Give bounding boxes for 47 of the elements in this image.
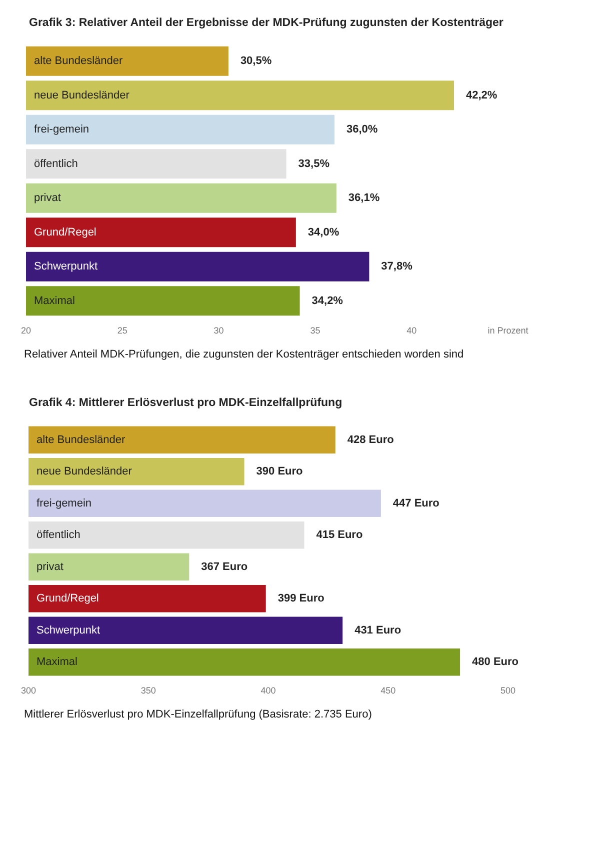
x-tick-label: 500	[500, 686, 516, 696]
y-tick-label: Maximal	[36, 656, 78, 668]
data-label: 37,8%	[381, 260, 413, 273]
x-tick-label: 450	[380, 686, 396, 696]
y-tick-label: privat	[36, 560, 64, 573]
x-tick-label: in Prozent	[488, 326, 529, 336]
data-label: 415 Euro	[316, 529, 363, 542]
x-tick-label: 40	[406, 326, 417, 336]
y-tick-label: neue Bundesländer	[34, 89, 130, 102]
data-label: 30,5%	[240, 55, 272, 68]
y-tick-label: alte Bundesländer	[36, 434, 126, 446]
x-tick-label: 350	[140, 686, 156, 696]
data-label: 431 Euro	[354, 624, 402, 636]
data-label: 36,0%	[346, 124, 378, 136]
data-label: 33,5%	[298, 158, 330, 170]
chart-title: Grafik 4: Mittlerer Erlösverlust pro MDK-Einzelfallprüfung	[29, 397, 342, 409]
y-tick-label: Maximal	[34, 294, 75, 307]
y-tick-label: frei-gemein	[36, 497, 92, 510]
data-label: 480 Euro	[472, 656, 519, 668]
text: Mittlerer Erlösverlust pro MDK-Einzelfallprüfung (Basisrate: 2.735 Euro)	[24, 708, 372, 720]
y-tick-label: Grund/Regel	[34, 226, 96, 238]
data-label: 447 Euro	[392, 497, 440, 510]
x-tick-label: 300	[20, 686, 36, 696]
data-label: 36,1%	[348, 192, 380, 204]
x-tick-label: 400	[260, 686, 276, 696]
y-tick-label: öffentlich	[36, 529, 80, 542]
y-tick-label: alte Bundesländer	[34, 55, 124, 68]
x-tick-label: 35	[310, 326, 320, 336]
data-label: 367 Euro	[201, 560, 248, 573]
data-label: 34,2%	[312, 294, 344, 307]
y-tick-label: Schwerpunkt	[34, 260, 98, 273]
data-label: 42,2%	[466, 89, 498, 102]
y-tick-label: frei-gemein	[34, 124, 90, 136]
data-label: 390 Euro	[256, 466, 304, 478]
data-label: 428 Euro	[347, 434, 394, 446]
data-label: 34,0%	[308, 226, 340, 238]
text: Relativer Anteil MDK-Prüfungen, die zugunsten der Kostenträger entschieden worden sind	[24, 348, 464, 360]
y-tick-label: neue Bundesländer	[36, 466, 132, 478]
x-tick-label: 25	[117, 326, 128, 336]
chart-title: Grafik 3: Relativer Anteil der Ergebnisse der MDK-Prüfung zugunsten der Kostenträger	[29, 17, 504, 29]
y-tick-label: öffentlich	[34, 158, 78, 170]
y-tick-label: Schwerpunkt	[36, 624, 100, 636]
x-tick-label: 20	[21, 326, 32, 336]
y-tick-label: Grund/Regel	[36, 592, 99, 605]
y-tick-label: privat	[34, 192, 61, 204]
data-label: 399 Euro	[278, 592, 325, 605]
x-tick-label: 30	[214, 326, 224, 336]
